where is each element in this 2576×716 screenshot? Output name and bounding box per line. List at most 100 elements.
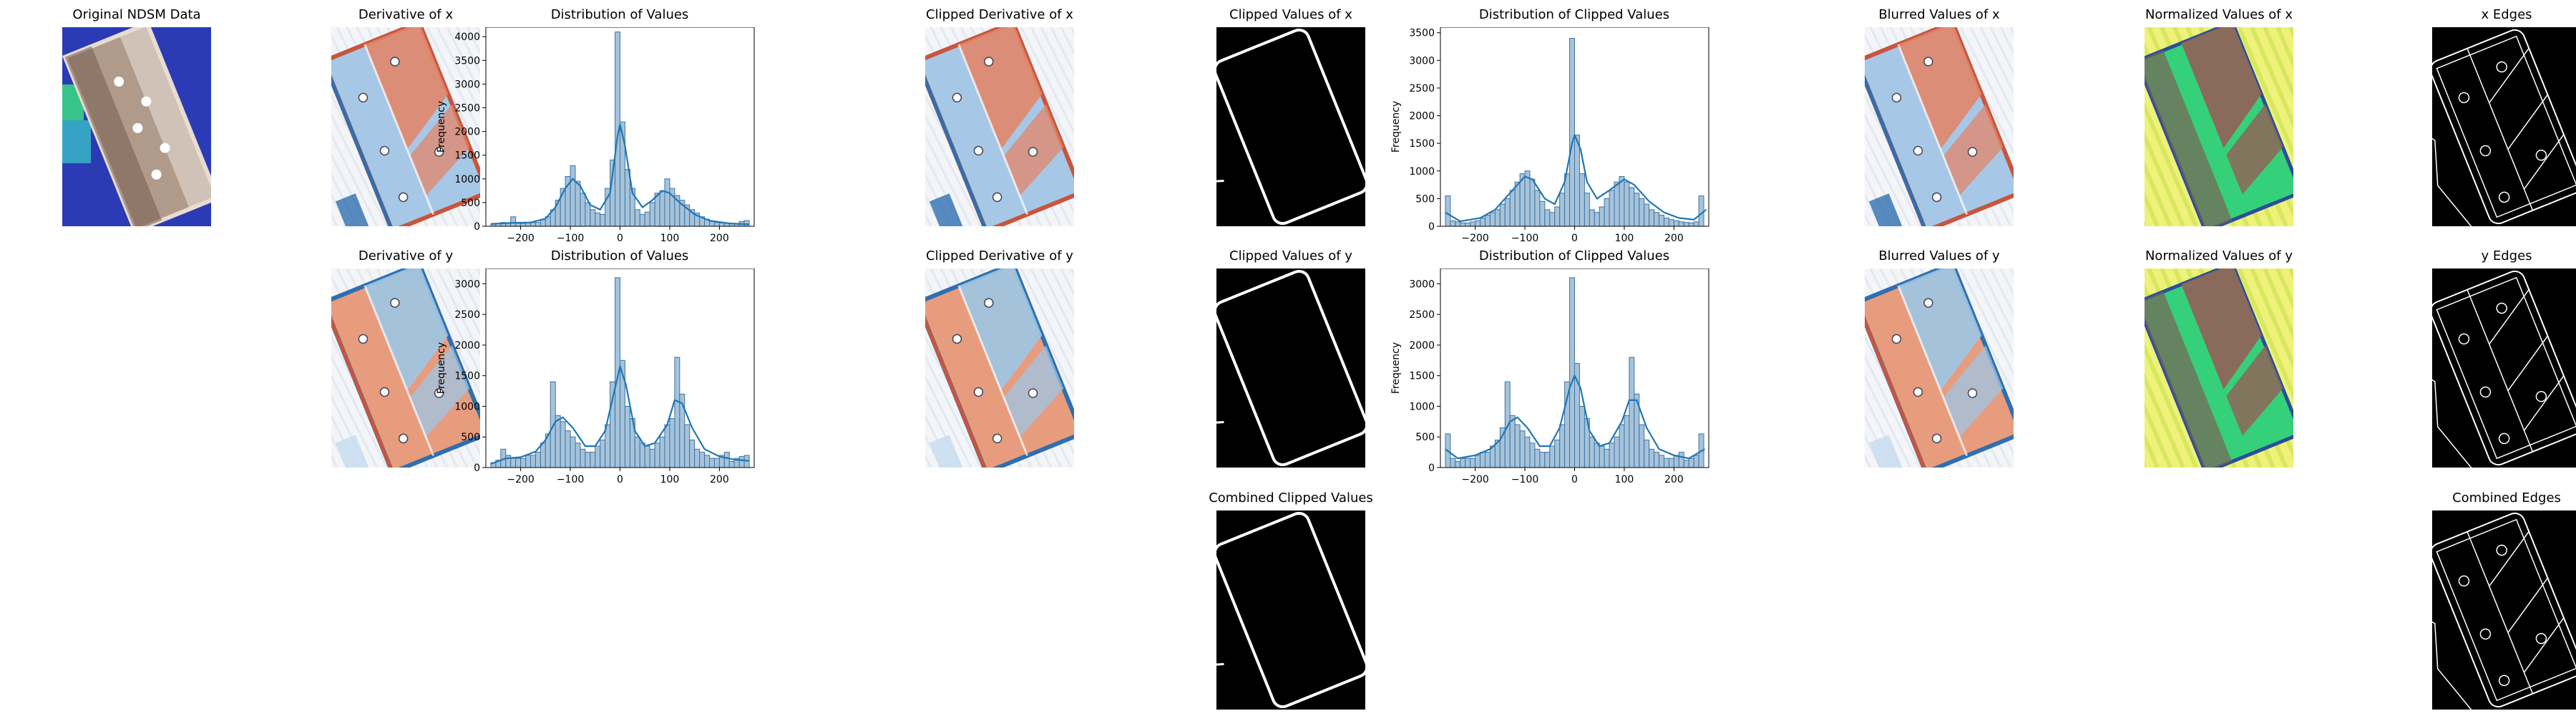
histogram-bar bbox=[664, 178, 670, 227]
histogram-bar bbox=[579, 193, 585, 227]
histogram-bar bbox=[1594, 442, 1600, 468]
histogram-bar bbox=[664, 424, 670, 468]
histogram-bar bbox=[1673, 220, 1679, 227]
histogram-bar bbox=[1688, 222, 1694, 227]
y-tick-label: 2500 bbox=[454, 309, 480, 321]
y-tick-label: 2000 bbox=[1409, 111, 1435, 122]
histogram-bar bbox=[1599, 445, 1605, 468]
histogram-bar bbox=[1579, 173, 1585, 227]
histogram-bar bbox=[673, 357, 680, 468]
y-tick-label: 0 bbox=[474, 221, 480, 233]
y-tick-label: 2000 bbox=[1409, 340, 1435, 352]
histogram-bar bbox=[1533, 448, 1540, 468]
histogram-bar bbox=[718, 222, 725, 227]
histogram-bar bbox=[1499, 203, 1506, 227]
histogram-bar bbox=[1589, 436, 1595, 468]
histogram-bar bbox=[1529, 178, 1535, 227]
histogram-bar bbox=[1533, 190, 1540, 227]
histogram-bar bbox=[584, 202, 590, 227]
histogram-bar bbox=[1474, 455, 1480, 468]
histogram-bar bbox=[1653, 212, 1659, 227]
panel-title: Distribution of Clipped Values bbox=[1478, 248, 1670, 263]
x-tick-label: −200 bbox=[1461, 474, 1488, 485]
image-cc-graphic bbox=[1216, 511, 1365, 710]
histogram-bar bbox=[1459, 458, 1465, 468]
histogram-bar bbox=[1623, 181, 1629, 227]
histogram-bar bbox=[1548, 212, 1555, 227]
histogram-bar bbox=[1449, 220, 1455, 227]
panel-title: Blurred Values of y bbox=[1878, 248, 2000, 263]
y-axis-label: Frequency bbox=[436, 101, 447, 153]
histogram-bar bbox=[1538, 452, 1545, 468]
histogram-bar bbox=[1543, 452, 1550, 468]
histogram-bar bbox=[584, 452, 590, 468]
histogram-bar bbox=[624, 405, 630, 468]
histogram-bar bbox=[698, 452, 705, 468]
histogram-dy_hist: −200 −100 0 100 200050010001500200025003000F… bbox=[436, 268, 754, 485]
x-tick-label: −100 bbox=[1511, 474, 1538, 485]
histogram-bar bbox=[535, 452, 541, 468]
histogram-bar bbox=[1574, 135, 1580, 227]
histogram-bar bbox=[1668, 458, 1674, 468]
x-tick-label: 100 bbox=[1614, 233, 1634, 244]
histogram-bar bbox=[1648, 209, 1654, 227]
image-cy-graphic bbox=[1216, 268, 1365, 468]
histogram-bar bbox=[1469, 221, 1475, 227]
histogram-bar bbox=[1678, 221, 1684, 227]
panel-title: Normalized Values of x bbox=[2145, 7, 2293, 22]
panel-title: Combined Edges bbox=[2452, 490, 2561, 505]
x-tick-label: −200 bbox=[507, 233, 534, 244]
x-tick-label: 0 bbox=[1571, 474, 1578, 485]
histogram-cx_hist: −200 −100 0 100 2000500100015002000250030003… bbox=[1390, 27, 1709, 244]
histogram-bar bbox=[525, 222, 531, 227]
histogram-bar bbox=[1459, 222, 1465, 227]
histogram-bar bbox=[1568, 277, 1575, 468]
histogram-bar bbox=[1609, 442, 1615, 468]
histogram-bar bbox=[1568, 37, 1575, 227]
image-dx-graphic bbox=[331, 27, 480, 226]
histogram-bar bbox=[1484, 452, 1491, 468]
histogram-bar bbox=[1548, 445, 1555, 468]
histogram-bar bbox=[1653, 452, 1659, 468]
histogram-bar bbox=[1489, 212, 1496, 227]
histogram-bar bbox=[624, 169, 630, 227]
x-tick-label: 200 bbox=[1664, 474, 1684, 485]
image-bx bbox=[1865, 27, 2014, 226]
x-tick-label: 0 bbox=[617, 474, 623, 485]
histogram-bar bbox=[589, 452, 595, 468]
image-dy bbox=[331, 268, 480, 468]
histogram-bar bbox=[649, 448, 655, 468]
histogram-bar bbox=[1558, 193, 1565, 227]
histogram-bar bbox=[1464, 458, 1470, 468]
histogram-bar bbox=[1529, 442, 1535, 468]
histogram-bar bbox=[1663, 458, 1669, 468]
histogram-bar bbox=[570, 165, 576, 227]
x-tick-label: 200 bbox=[710, 233, 729, 244]
histogram-bar bbox=[723, 452, 730, 468]
y-tick-label: 2500 bbox=[1409, 309, 1435, 321]
y-tick-label: 3000 bbox=[454, 279, 480, 290]
histogram-bar bbox=[1619, 424, 1624, 468]
image-ex-graphic bbox=[2432, 27, 2576, 226]
image-dy-graphic bbox=[331, 268, 480, 468]
histogram-bar bbox=[1464, 222, 1470, 227]
y-tick-label: 500 bbox=[1415, 193, 1435, 205]
histogram-bar bbox=[1514, 181, 1521, 227]
y-axis-label: Frequency bbox=[436, 342, 447, 394]
panel-title: Clipped Values of x bbox=[1229, 7, 1352, 22]
y-tick-label: 1500 bbox=[454, 371, 480, 382]
y-axis-label: Frequency bbox=[1390, 342, 1402, 394]
histogram-bar bbox=[1519, 430, 1526, 468]
x-tick-label: −100 bbox=[1511, 233, 1538, 244]
histogram-bar bbox=[1658, 215, 1664, 227]
y-tick-label: 2000 bbox=[454, 127, 480, 138]
histogram-bar bbox=[1633, 193, 1639, 227]
histogram-bar bbox=[1693, 221, 1699, 227]
histogram-bar bbox=[738, 456, 745, 468]
y-tick-label: 0 bbox=[1428, 221, 1435, 233]
y-tick-label: 2000 bbox=[454, 340, 480, 352]
histogram-bar bbox=[654, 442, 660, 468]
panel-title: Distribution of Values bbox=[550, 248, 689, 263]
histogram-bar bbox=[1604, 448, 1610, 468]
histogram-bar bbox=[1514, 424, 1521, 468]
